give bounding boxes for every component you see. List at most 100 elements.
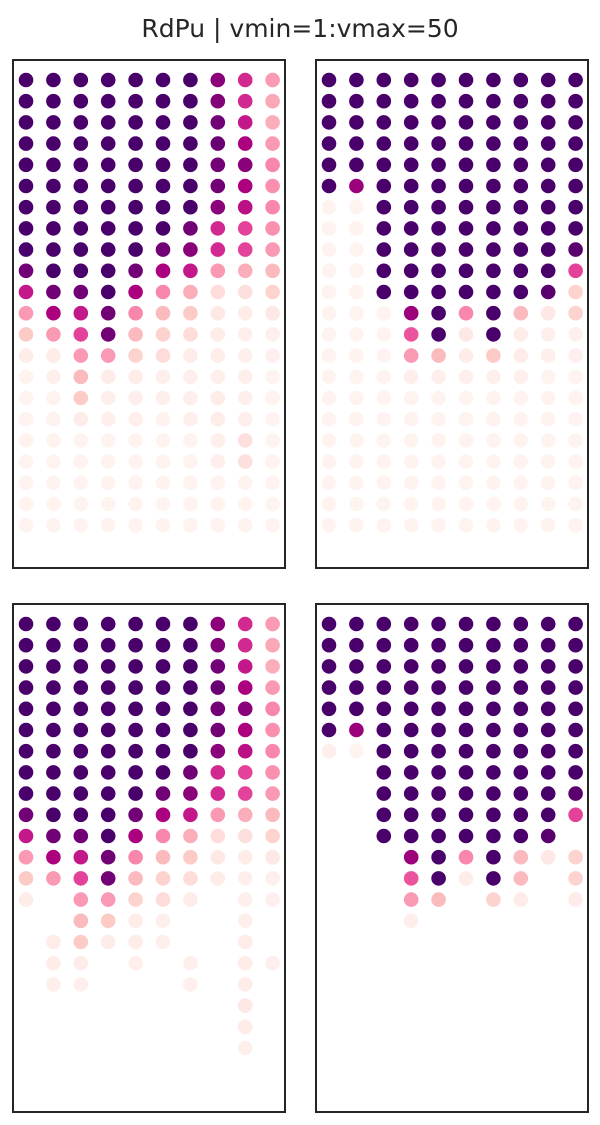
scatter-point [73,390,89,406]
scatter-point [513,454,529,469]
scatter-point [486,305,501,321]
scatter-point [431,433,446,448]
scatter-point [458,178,474,194]
scatter-point [183,892,198,907]
scatter-point [431,786,446,801]
scatter-point [376,178,392,194]
scatter-point [321,496,337,512]
scatter-point [265,178,280,194]
scatter-point [155,517,171,533]
scatter-point [376,242,392,257]
scatter-point [349,637,364,653]
scatter-point [513,433,529,448]
scatter-point [100,701,116,717]
scatter-point [46,284,61,300]
scatter-point [321,616,337,632]
scatter-point [540,743,556,759]
scatter-point [18,93,34,109]
scatter-point [321,263,337,279]
scatter-point [128,743,143,759]
scatter-point [513,242,529,257]
scatter-plot-top-right [315,59,589,569]
scatter-point [376,680,392,695]
scatter-point [540,496,556,512]
scatter-point [210,433,226,448]
scatter-point [458,807,474,823]
scatter-point [349,284,364,300]
scatter-point [513,517,529,533]
scatter-point [183,701,198,717]
scatter-point [237,680,253,695]
scatter-point [376,786,392,801]
scatter-point [265,659,280,674]
scatter-point [513,348,529,363]
scatter-point [128,157,143,173]
scatter-point [513,475,529,491]
scatter-point [265,722,280,738]
scatter-point [18,369,34,385]
scatter-point [100,178,116,194]
scatter-point [376,616,392,632]
scatter-point [46,348,61,363]
scatter-point [513,871,529,886]
scatter-point [46,327,61,342]
scatter-point [210,221,226,236]
scatter-point [486,263,501,279]
scatter-point [265,680,280,695]
scatter-point [486,93,501,109]
scatter-point [210,475,226,491]
scatter-point [155,93,171,109]
scatter-point [458,221,474,236]
scatter-point [100,496,116,512]
scatter-point [183,765,198,780]
scatter-point [513,136,529,151]
scatter-point [458,743,474,759]
scatter-point [128,828,143,844]
scatter-point [183,369,198,385]
scatter-point [486,701,501,717]
scatter-point [210,701,226,717]
scatter-point [431,72,446,88]
scatter-point [431,242,446,257]
scatter-point [321,517,337,533]
scatter-point [210,411,226,427]
scatter-point [183,390,198,406]
scatter-point [403,136,419,151]
scatter-point [155,221,171,236]
scatter-point [321,327,337,342]
scatter-point [349,390,364,406]
scatter-point [513,369,529,385]
scatter-point [46,849,61,865]
scatter-point [18,496,34,512]
scatter-point [431,496,446,512]
scatter-point [73,786,89,801]
scatter-point [73,115,89,130]
scatter-point [155,828,171,844]
scatter-point [155,659,171,674]
scatter-point [100,136,116,151]
scatter-point [183,178,198,194]
scatter-point [128,892,143,907]
scatter-point [349,305,364,321]
scatter-point [100,327,116,342]
scatter-point [128,199,143,215]
scatter-point [210,93,226,109]
scatter-point [568,496,583,512]
scatter-point [73,221,89,236]
scatter-point [321,722,337,738]
scatter-point [46,136,61,151]
scatter-point [349,411,364,427]
scatter-point [458,263,474,279]
scatter-point [155,701,171,717]
scatter-point [237,517,253,533]
scatter-point [155,390,171,406]
scatter-point [349,680,364,695]
scatter-point [265,849,280,865]
scatter-point [376,807,392,823]
scatter-point [431,157,446,173]
scatter-point [100,242,116,257]
panel-top-left [12,59,286,569]
scatter-point [486,454,501,469]
scatter-point [46,390,61,406]
scatter-point [458,680,474,695]
